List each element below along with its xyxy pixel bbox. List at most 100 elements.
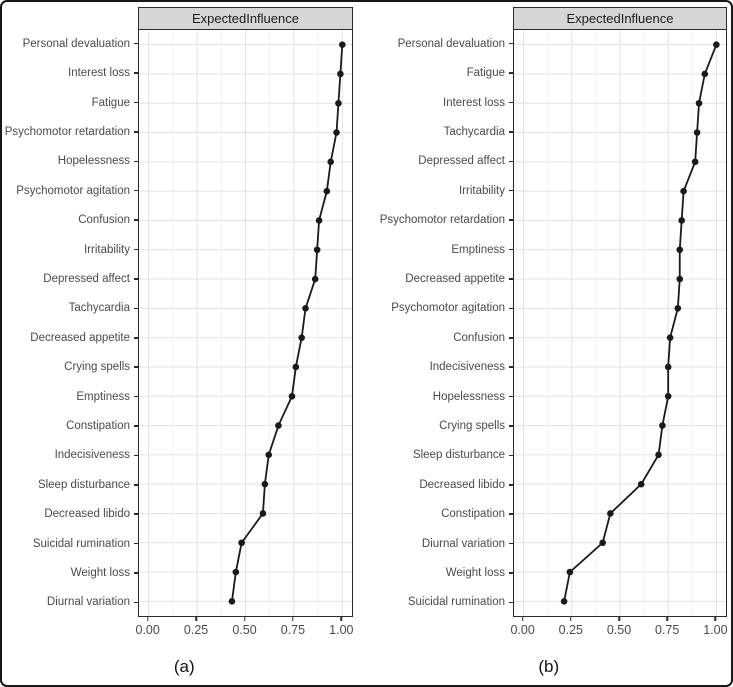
category-label: Psychomotor retardation: [379, 214, 505, 227]
y-tick-mark: [134, 101, 138, 104]
data-point: [259, 510, 267, 517]
y-tick-mark: [509, 72, 513, 74]
category-label: Fatigue: [466, 67, 505, 80]
x-tick-mark: [714, 617, 717, 621]
facet-strip-b: ExpectedInfluence: [513, 7, 727, 29]
category-row: Personal devaluation: [6, 29, 138, 58]
category-label: Emptiness: [451, 243, 505, 256]
category-row: Indecisiveness: [6, 441, 138, 470]
x-tick-mark: [618, 617, 620, 621]
category-label: Sleep disturbance: [412, 449, 505, 462]
data-point: [599, 539, 606, 547]
category-row: Decreased appetite: [353, 264, 513, 293]
category-label: Psychomotor agitation: [391, 302, 505, 315]
facet-strip-title: ExpectedInfluence: [566, 11, 674, 26]
y-tick-mark: [509, 101, 513, 104]
category-row: Interest loss: [353, 88, 513, 117]
y-axis-labels: Personal devaluation Fatigue Interest loss…: [353, 29, 513, 617]
data-point: [311, 275, 319, 283]
category-label: Crying spells: [439, 419, 505, 432]
y-tick-mark: [134, 307, 138, 310]
category-row: Crying spells: [6, 352, 138, 381]
x-tick-mark: [340, 617, 343, 621]
facet-strip-title: ExpectedInfluence: [192, 11, 299, 26]
data-point: [680, 187, 687, 195]
plot-area: [513, 29, 727, 617]
data-point: [701, 70, 709, 78]
x-tick-mark: [292, 617, 294, 621]
category-row: Depressed affect: [353, 147, 513, 176]
category-row: Weight loss: [353, 558, 513, 587]
y-tick-mark: [509, 513, 513, 515]
category-row: Hopelessness: [6, 147, 138, 176]
y-tick-mark: [509, 278, 513, 280]
data-point: [232, 568, 240, 576]
data-point: [228, 598, 236, 605]
category-label: Hopelessness: [432, 390, 505, 403]
category-label: Weight loss: [445, 567, 505, 580]
series-line: [231, 44, 344, 602]
y-tick-mark: [509, 366, 513, 368]
y-tick-mark: [509, 42, 513, 45]
y-tick-mark: [134, 72, 138, 74]
captions-row: (a) (b): [2, 657, 731, 677]
category-label: Decreased appetite: [405, 272, 505, 285]
category-label: Sleep disturbance: [37, 478, 130, 491]
data-point: [607, 510, 614, 517]
y-tick-mark: [509, 454, 513, 457]
y-tick-mark: [509, 131, 513, 133]
facet-strip-a: ExpectedInfluence: [138, 7, 353, 29]
y-tick-mark: [134, 542, 138, 545]
category-row: Tachycardia: [6, 294, 138, 323]
category-label: Interest loss: [443, 96, 505, 109]
category-row: Confusion: [353, 323, 513, 352]
category-row: Psychomotor retardation: [5, 117, 138, 146]
category-row: Psychomotor retardation: [353, 205, 513, 234]
y-tick-mark: [509, 248, 513, 251]
category-label: Confusion: [78, 214, 130, 227]
x-tick-label: 0.50: [606, 623, 632, 637]
category-label: Decreased libido: [44, 508, 130, 521]
x-tick-mark: [570, 617, 572, 621]
data-point: [695, 99, 703, 107]
data-point: [238, 539, 245, 547]
data-point: [288, 392, 296, 400]
data-point: [337, 70, 344, 78]
y-tick-mark: [134, 189, 138, 192]
data-point: [659, 422, 666, 429]
data-point: [664, 392, 672, 400]
data-point: [327, 158, 334, 166]
category-row: Fatigue: [353, 58, 513, 87]
category-row: Confusion: [6, 205, 138, 234]
category-label: Emptiness: [76, 390, 130, 403]
data-point: [655, 451, 662, 459]
data-point: [674, 305, 682, 312]
y-tick-mark: [134, 395, 138, 398]
category-row: Depressed affect: [6, 264, 138, 293]
category-label: Indecisiveness: [54, 449, 130, 462]
category-label: Personal devaluation: [397, 37, 505, 50]
y-tick-mark: [509, 395, 513, 398]
category-label: Decreased appetite: [30, 331, 130, 344]
y-tick-mark: [134, 337, 138, 339]
category-row: Decreased libido: [6, 500, 138, 529]
y-tick-mark: [134, 425, 138, 427]
category-label: Suicidal rumination: [407, 596, 505, 609]
y-tick-mark: [134, 513, 138, 515]
category-label: Confusion: [453, 331, 505, 344]
category-row: Psychomotor agitation: [353, 294, 513, 323]
category-label: Psychomotor agitation: [16, 184, 130, 197]
y-tick-mark: [134, 278, 138, 280]
category-label: Constipation: [66, 419, 130, 432]
data-point: [302, 305, 309, 312]
y-tick-mark: [509, 425, 513, 427]
data-point: [693, 129, 701, 136]
y-tick-mark: [134, 572, 138, 574]
category-row: Suicidal rumination: [6, 529, 138, 558]
y-tick-mark: [509, 601, 513, 604]
data-point: [637, 480, 645, 488]
category-row: Constipation: [353, 500, 513, 529]
category-label: Constipation: [441, 508, 505, 521]
category-row: Weight loss: [6, 558, 138, 587]
